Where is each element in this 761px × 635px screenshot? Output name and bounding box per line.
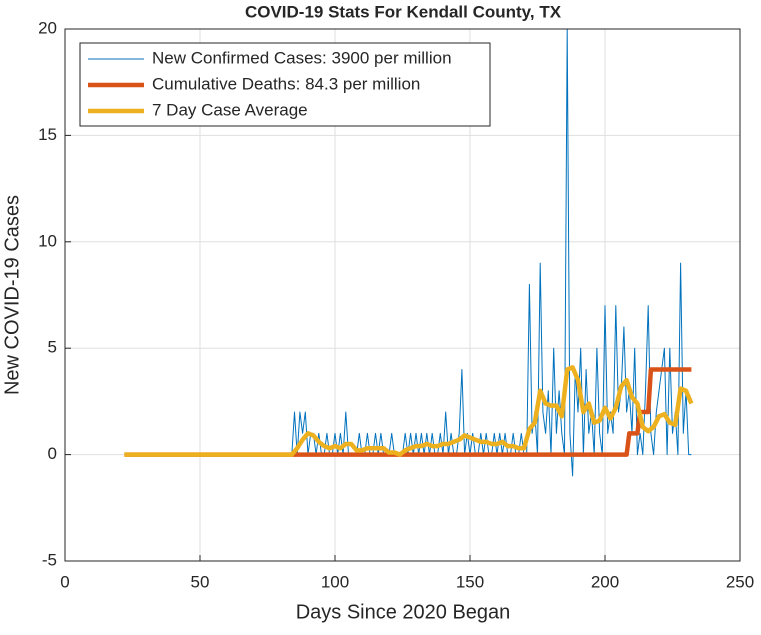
y-tick-label: 0 [48, 444, 57, 463]
x-tick-label: 0 [60, 572, 69, 591]
legend-box [79, 42, 491, 127]
data-line [124, 365, 694, 457]
y-tick-label: 15 [38, 125, 57, 144]
x-tick-label: 150 [456, 572, 484, 591]
x-axis-label: Days Since 2020 Began [296, 601, 511, 623]
x-tick-label: 250 [726, 572, 754, 591]
x-tick-label: 50 [191, 572, 210, 591]
y-tick-label: 5 [48, 338, 57, 357]
axes-box [64, 28, 741, 562]
legend-label: New Confirmed Cases: 3900 per million [152, 48, 452, 67]
y-axis-label: New COVID-19 Cases [1, 195, 23, 395]
data-line [124, 367, 692, 457]
x-tick-label: 200 [591, 572, 619, 591]
legend-label: 7 Day Case Average [152, 100, 308, 119]
legend-label: Cumulative Deaths: 84.3 per million [152, 74, 420, 93]
x-tick-label: 100 [321, 572, 349, 591]
chart-title: COVID-19 Stats For Kendall County, TX [245, 2, 562, 21]
y-tick-label: 10 [38, 231, 57, 250]
y-tick-label: -5 [42, 550, 57, 569]
y-tick-label: 20 [38, 18, 57, 37]
